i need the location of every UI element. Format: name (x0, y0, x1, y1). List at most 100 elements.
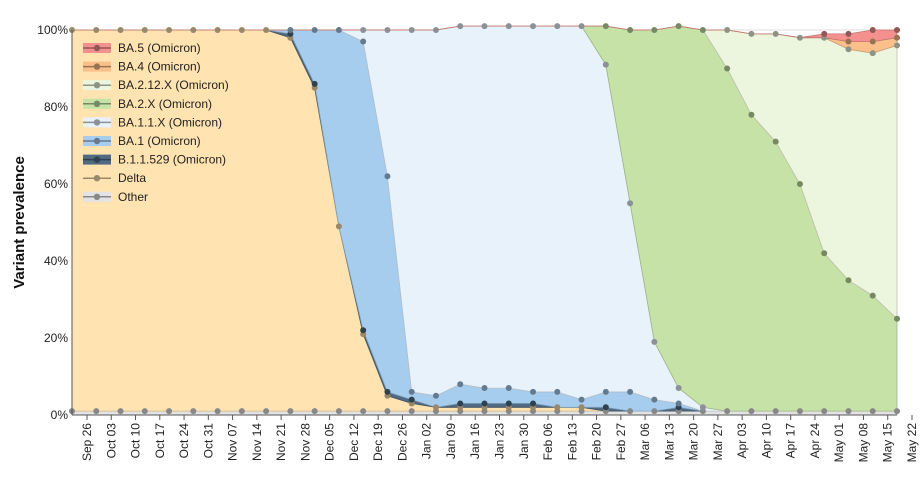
point-ba-1-omicron[interactable] (408, 388, 415, 395)
point-delta[interactable] (554, 404, 561, 411)
point-other[interactable] (287, 408, 294, 415)
point-b-1-1-529-omicron[interactable] (505, 400, 512, 407)
point-delta[interactable] (578, 404, 585, 411)
point-ba-1-omicron[interactable] (432, 392, 439, 399)
point-ba-1-1-x-omicron[interactable] (530, 23, 537, 30)
point-b-1-1-529-omicron[interactable] (384, 388, 391, 395)
point-ba-1-omicron[interactable] (287, 27, 294, 33)
point-ba-2-x-omicron[interactable] (748, 111, 755, 118)
point-other[interactable] (724, 408, 731, 415)
point-ba-1-omicron[interactable] (651, 396, 658, 403)
point-delta[interactable] (214, 27, 221, 33)
point-other[interactable] (821, 408, 828, 415)
point-b-1-1-529-omicron[interactable] (408, 396, 415, 403)
point-ba-2-x-omicron[interactable] (894, 315, 900, 322)
point-delta[interactable] (93, 27, 100, 33)
point-other[interactable] (384, 408, 391, 415)
point-ba-2-x-omicron[interactable] (821, 250, 828, 257)
point-ba-1-1-x-omicron[interactable] (457, 23, 464, 30)
point-ba-2-12-x-omicron[interactable] (845, 46, 852, 53)
point-other[interactable] (408, 408, 415, 415)
point-ba-1-omicron[interactable] (311, 27, 318, 33)
point-other[interactable] (311, 408, 318, 415)
legend-item-ba-1-omicron[interactable]: BA.1 (Omicron) (83, 134, 201, 148)
point-ba-2-12-x-omicron[interactable] (796, 34, 803, 41)
point-other[interactable] (117, 408, 124, 415)
point-ba-1-1-x-omicron[interactable] (360, 27, 367, 33)
point-ba-1-omicron[interactable] (627, 388, 634, 395)
point-other[interactable] (869, 408, 876, 415)
point-ba-2-x-omicron[interactable] (845, 277, 852, 284)
point-ba-1-1-x-omicron[interactable] (481, 23, 488, 30)
point-ba-2-12-x-omicron[interactable] (724, 27, 731, 33)
point-ba-1-1-x-omicron[interactable] (408, 27, 415, 33)
point-ba-4-omicron[interactable] (845, 38, 852, 45)
point-ba-2-x-omicron[interactable] (724, 65, 731, 72)
point-other[interactable] (190, 408, 197, 415)
point-ba-1-omicron[interactable] (481, 385, 488, 392)
point-ba-1-1-x-omicron[interactable] (602, 61, 609, 68)
point-delta[interactable] (238, 27, 245, 33)
point-delta[interactable] (166, 27, 173, 33)
legend-item-ba-5-omicron[interactable]: BA.5 (Omicron) (83, 41, 201, 55)
point-other[interactable] (772, 408, 779, 415)
point-other[interactable] (748, 408, 755, 415)
point-other[interactable] (166, 408, 173, 415)
point-delta[interactable] (190, 27, 197, 33)
point-ba-1-1-x-omicron[interactable] (627, 200, 634, 207)
point-b-1-1-529-omicron[interactable] (360, 327, 367, 334)
point-delta[interactable] (117, 27, 124, 33)
point-ba-2-12-x-omicron[interactable] (869, 50, 876, 57)
point-ba-5-omicron[interactable] (894, 27, 900, 33)
point-ba-1-1-x-omicron[interactable] (432, 27, 439, 33)
point-ba-1-omicron[interactable] (675, 400, 682, 407)
point-ba-1-1-x-omicron[interactable] (651, 338, 658, 345)
point-b-1-1-529-omicron[interactable] (602, 404, 609, 411)
point-other[interactable] (894, 408, 900, 415)
point-ba-4-omicron[interactable] (894, 34, 900, 41)
point-ba-2-x-omicron[interactable] (602, 23, 609, 30)
point-delta[interactable] (335, 223, 342, 230)
point-other[interactable] (93, 408, 100, 415)
point-other[interactable] (796, 408, 803, 415)
point-delta[interactable] (263, 27, 270, 33)
legend-item-other[interactable]: Other (83, 190, 148, 204)
point-delta[interactable] (141, 27, 148, 33)
legend-item-delta[interactable]: Delta (83, 171, 146, 185)
point-ba-1-1-x-omicron[interactable] (675, 385, 682, 392)
point-b-1-1-529-omicron[interactable] (457, 400, 464, 407)
point-ba-1-1-x-omicron[interactable] (505, 23, 512, 30)
point-ba-2-x-omicron[interactable] (699, 27, 706, 33)
point-other[interactable] (360, 408, 367, 415)
legend-item-b-1-1-529-omicron[interactable]: B.1.1.529 (Omicron) (83, 153, 226, 167)
point-ba-1-1-x-omicron[interactable] (699, 404, 706, 411)
point-ba-2-x-omicron[interactable] (796, 181, 803, 187)
legend-item-ba-2-x-omicron[interactable]: BA.2.X (Omicron) (83, 97, 212, 111)
legend-item-ba-2-12-x-omicron[interactable]: BA.2.12.X (Omicron) (83, 78, 229, 92)
point-ba-5-omicron[interactable] (845, 30, 852, 37)
point-ba-5-omicron[interactable] (869, 27, 876, 33)
point-other[interactable] (335, 408, 342, 415)
point-other[interactable] (845, 408, 852, 415)
point-b-1-1-529-omicron[interactable] (530, 400, 537, 407)
point-delta[interactable] (432, 404, 439, 411)
point-ba-1-omicron[interactable] (578, 396, 585, 403)
legend-item-ba-1-1-x-omicron[interactable]: BA.1.1.X (Omicron) (83, 115, 222, 129)
point-b-1-1-529-omicron[interactable] (311, 80, 318, 87)
point-other[interactable] (651, 408, 658, 415)
point-other[interactable] (238, 408, 245, 415)
point-ba-1-1-x-omicron[interactable] (384, 27, 391, 33)
point-ba-1-omicron[interactable] (335, 27, 342, 33)
point-ba-1-omicron[interactable] (384, 173, 391, 180)
point-b-1-1-529-omicron[interactable] (481, 400, 488, 407)
point-ba-5-omicron[interactable] (821, 30, 828, 37)
point-ba-2-12-x-omicron[interactable] (772, 30, 779, 37)
point-ba-1-omicron[interactable] (602, 388, 609, 395)
point-ba-1-omicron[interactable] (530, 388, 537, 395)
point-ba-2-12-x-omicron[interactable] (748, 30, 755, 37)
point-ba-2-x-omicron[interactable] (651, 27, 658, 33)
point-ba-1-1-x-omicron[interactable] (554, 23, 561, 30)
point-ba-2-x-omicron[interactable] (627, 27, 634, 33)
legend-item-ba-4-omicron[interactable]: BA.4 (Omicron) (83, 60, 201, 74)
point-ba-2-x-omicron[interactable] (675, 23, 682, 30)
